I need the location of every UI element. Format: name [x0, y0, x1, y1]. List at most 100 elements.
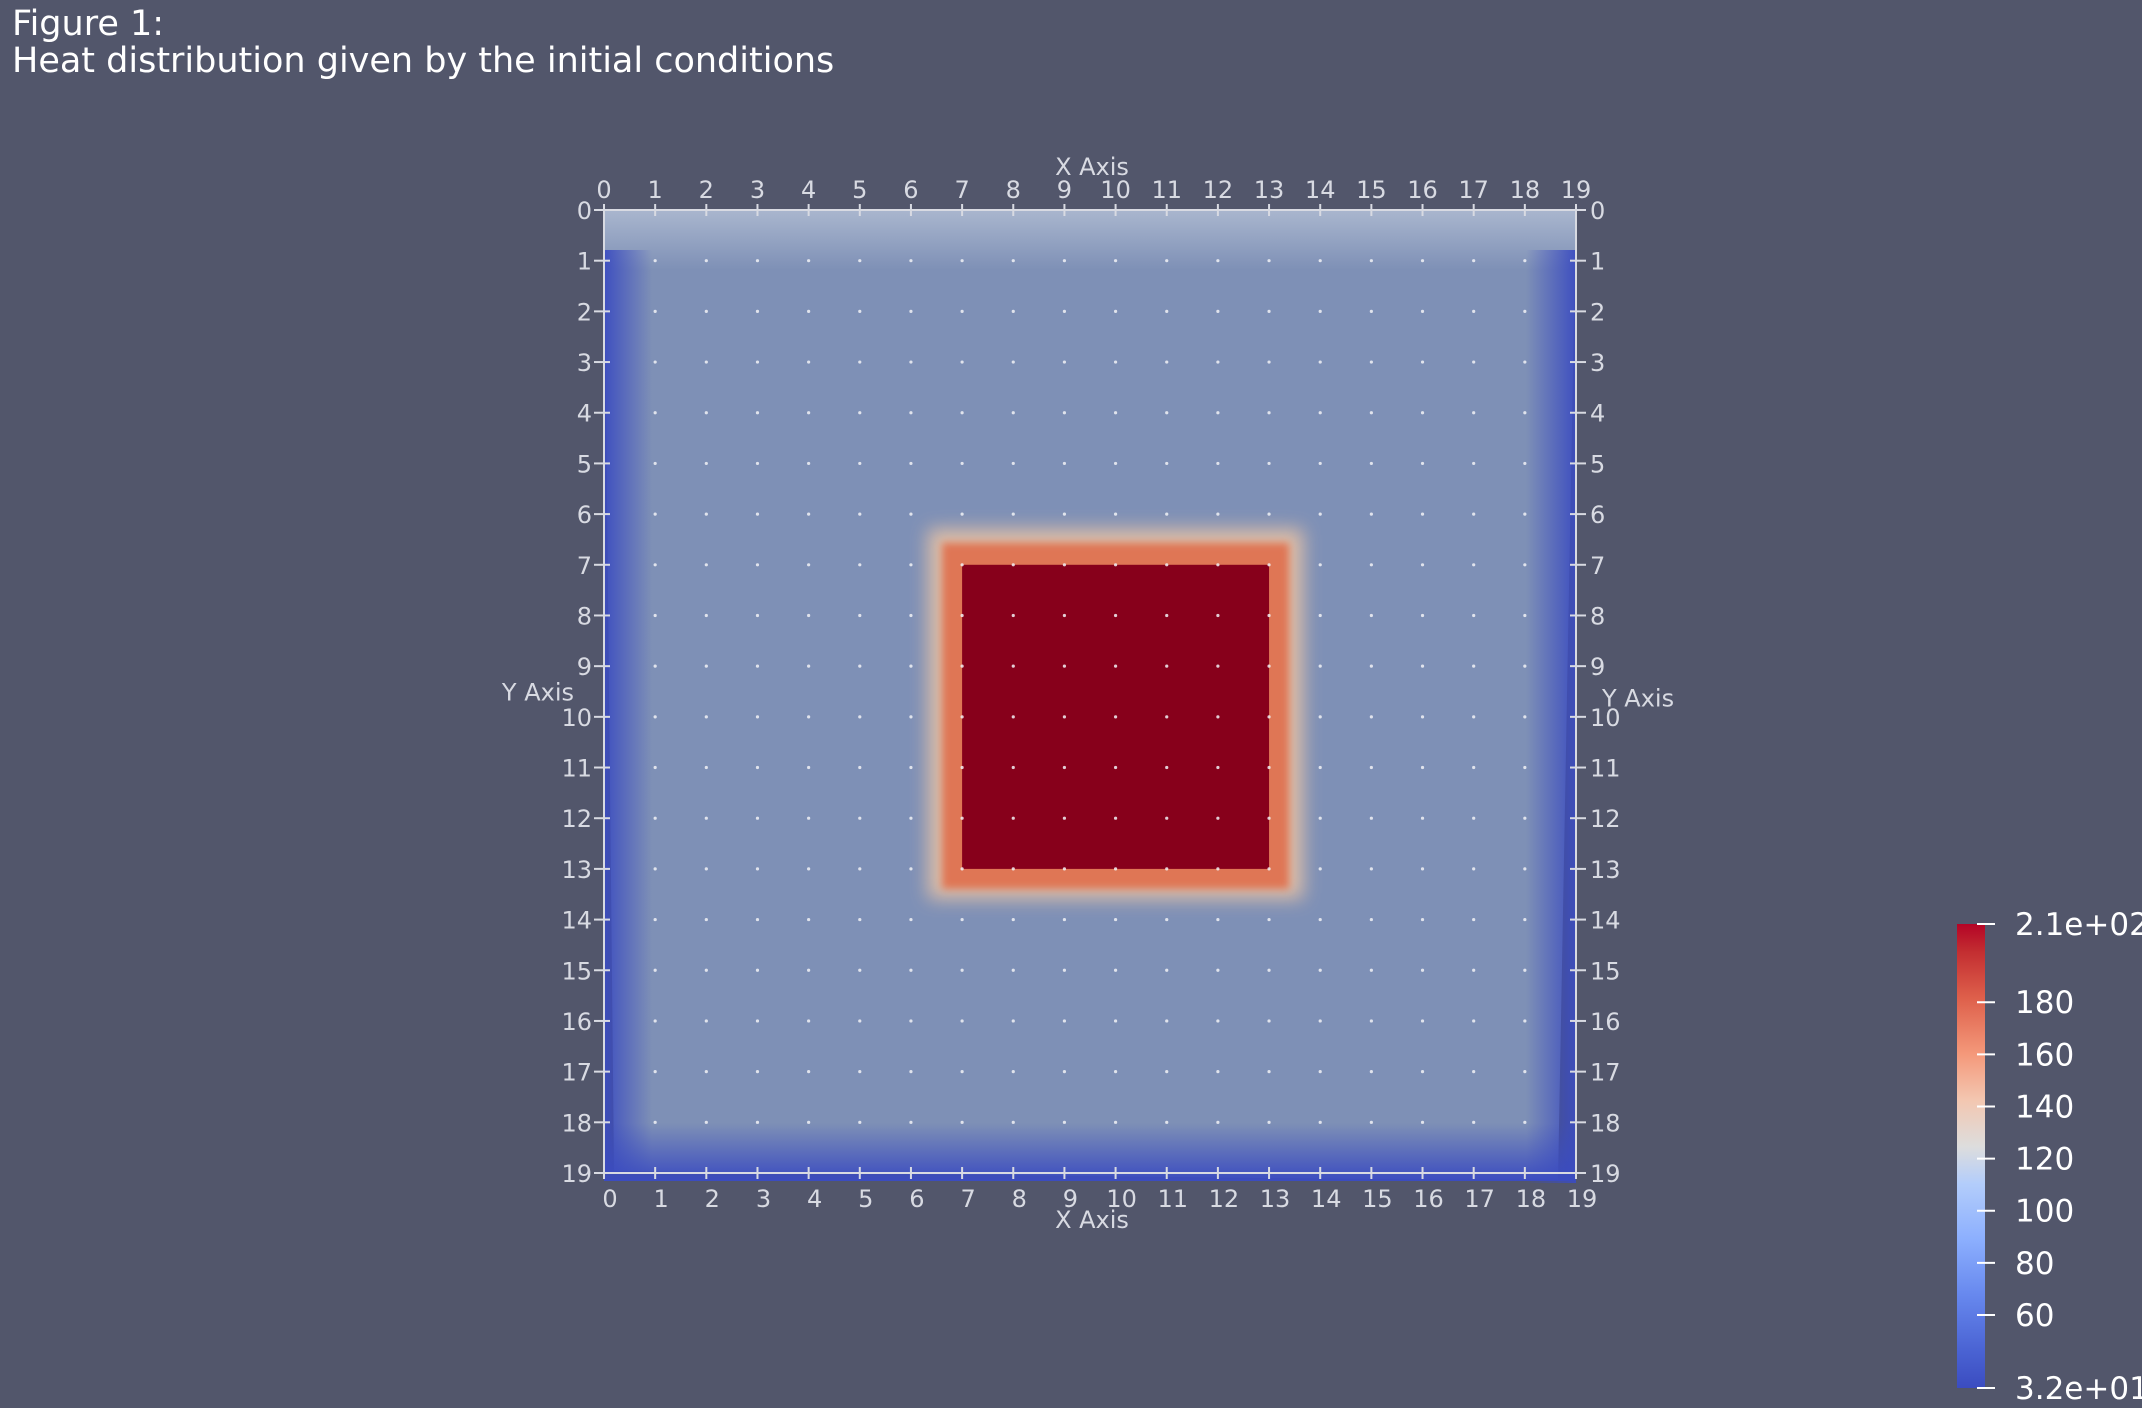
grid-point: [1369, 765, 1373, 770]
colorbar-tick-label: 160: [2015, 1037, 2074, 1073]
grid-point: [704, 309, 708, 313]
grid-point: [704, 1070, 708, 1074]
grid-point: [704, 664, 708, 668]
grid-point: [909, 664, 913, 668]
x-tick-label-bottom: 2: [705, 1185, 720, 1213]
grid-point: [1062, 715, 1067, 719]
y-tick-label-right: 3: [1590, 349, 1605, 377]
grid-point: [1113, 1120, 1118, 1124]
grid-point: [1420, 1019, 1425, 1023]
grid-point: [1267, 867, 1271, 871]
grid-point: [1420, 968, 1425, 972]
grid-point: [1318, 259, 1322, 263]
grid-point: [1318, 917, 1322, 922]
x-tick-label-top: 1: [648, 176, 663, 204]
grid-point: [1472, 259, 1476, 263]
grid-point: [1472, 765, 1476, 770]
grid-point: [1267, 512, 1271, 516]
grid-point: [1216, 816, 1220, 820]
grid-point: [755, 360, 760, 364]
colorbar-min-label: 3.2e+01: [2015, 1371, 2142, 1407]
grid-point: [1011, 360, 1015, 364]
grid-point: [1318, 664, 1322, 668]
grid-point: [807, 867, 811, 871]
grid-point: [755, 512, 760, 516]
colorbar: 2.1e+02 60 80 100 120 140 160 180 3.2e+01: [1957, 907, 2142, 1407]
grid-point: [1267, 411, 1271, 415]
grid-point: [858, 1019, 862, 1023]
grid-point: [755, 1019, 760, 1023]
grid-point: [1267, 765, 1271, 770]
grid-point: [807, 816, 811, 820]
grid-point: [807, 1070, 811, 1074]
grid-point: [1165, 917, 1169, 922]
grid-point: [1062, 309, 1067, 313]
x-tick-label-top: 17: [1458, 176, 1489, 204]
grid-point: [1318, 563, 1322, 567]
grid-point: [1318, 1120, 1322, 1124]
grid-point: [1113, 968, 1118, 972]
grid-point: [858, 563, 862, 567]
grid-point: [1420, 563, 1425, 567]
grid-point: [1113, 512, 1118, 516]
grid-point: [1318, 411, 1322, 415]
grid-point: [1113, 867, 1118, 871]
grid-point: [1523, 563, 1527, 567]
grid-point: [1472, 816, 1476, 820]
grid-point: [1165, 613, 1169, 618]
grid-point: [755, 917, 760, 922]
grid-point: [1011, 968, 1015, 972]
x-tick-label-top: 4: [801, 176, 816, 204]
grid-point: [1062, 1070, 1067, 1074]
grid-point: [1369, 613, 1373, 618]
grid-point: [1472, 309, 1476, 313]
y-tick-label-right: 6: [1590, 501, 1605, 529]
x-tick-label-bottom: 0: [602, 1185, 617, 1213]
grid-point: [1165, 765, 1169, 770]
grid-point: [1062, 1019, 1067, 1023]
grid-point: [1062, 867, 1067, 871]
grid-point: [1472, 563, 1476, 567]
grid-point: [807, 664, 811, 668]
grid-point: [909, 917, 913, 922]
grid-point: [1267, 816, 1271, 820]
x-tick-label-top: 16: [1407, 176, 1438, 204]
grid-point: [1011, 1019, 1015, 1023]
grid-point: [755, 309, 760, 313]
grid-point: [1369, 1120, 1373, 1124]
x-axis-label-bottom: X Axis: [1055, 1206, 1129, 1234]
x-tick-label-top: 18: [1510, 176, 1541, 204]
grid-point: [704, 1019, 708, 1023]
grid-point: [1113, 360, 1118, 364]
grid-point: [807, 715, 811, 719]
grid-point: [1011, 917, 1015, 922]
grid-point: [960, 613, 964, 618]
grid-point: [704, 715, 708, 719]
grid-point: [858, 715, 862, 719]
grid-point: [1267, 613, 1271, 618]
grid-point: [653, 664, 657, 668]
grid-point: [909, 360, 913, 364]
grid-point: [1523, 1120, 1527, 1124]
grid-point: [1267, 917, 1271, 922]
grid-point: [1113, 411, 1118, 415]
grid-point: [1216, 563, 1220, 567]
grid-point: [807, 1019, 811, 1023]
grid-point: [1472, 1019, 1476, 1023]
colorbar-tick-label: 80: [2015, 1246, 2054, 1282]
grid-point: [653, 816, 657, 820]
grid-point: [1420, 664, 1425, 668]
grid-point: [1420, 613, 1425, 618]
grid-point: [1062, 411, 1067, 415]
grid-point: [1113, 715, 1118, 719]
grid-point: [1011, 867, 1015, 871]
grid-point: [1318, 968, 1322, 972]
grid-point: [1011, 461, 1015, 466]
grid-point: [1472, 512, 1476, 516]
y-tick-label-right: 7: [1590, 552, 1605, 580]
grid-point: [1472, 664, 1476, 668]
colorbar-tick-label: 140: [2015, 1089, 2074, 1125]
y-tick-label-right: 16: [1590, 1008, 1621, 1036]
grid-point: [1267, 664, 1271, 668]
